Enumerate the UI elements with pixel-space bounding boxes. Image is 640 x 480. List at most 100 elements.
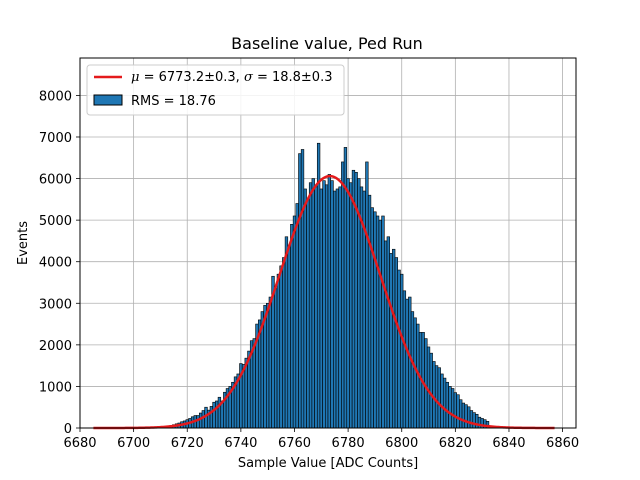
histogram-bar bbox=[327, 174, 331, 429]
histogram-bar bbox=[456, 394, 460, 429]
y-tick-label: 5000 bbox=[39, 214, 72, 229]
histogram-bar bbox=[196, 415, 200, 429]
legend-histogram-swatch bbox=[93, 94, 123, 106]
histogram-bar bbox=[432, 361, 436, 429]
gaussian-fit-line bbox=[93, 174, 555, 430]
histogram-bar bbox=[440, 373, 444, 429]
histogram-bar bbox=[397, 269, 401, 429]
histogram-bar bbox=[349, 182, 353, 429]
histogram-bar bbox=[292, 215, 297, 429]
histogram-bar bbox=[274, 288, 278, 429]
histogram-bar bbox=[475, 413, 479, 429]
histogram-bar bbox=[276, 273, 281, 429]
histogram-bar bbox=[464, 404, 468, 429]
y-tick-label: 7000 bbox=[39, 131, 72, 146]
histogram-bar bbox=[201, 410, 205, 429]
x-axis: 6680 6700 6720 6740 6760 6780 6800 6820 6840 6860 bbox=[63, 428, 579, 451]
histogram-bar bbox=[314, 186, 318, 429]
chart-title: Baseline value, Ped Run bbox=[231, 34, 423, 53]
y-axis-label: Events bbox=[16, 221, 31, 265]
histogram-bar bbox=[477, 416, 482, 429]
histogram-bar bbox=[316, 142, 321, 429]
y-tick-label: 8000 bbox=[39, 89, 72, 104]
histogram-bar bbox=[212, 401, 216, 429]
y-tick-label: 0 bbox=[64, 422, 72, 437]
legend: μ = 6773.2±0.3, σ = 18.8±0.3 RMS = 18.76 bbox=[86, 64, 345, 116]
histogram-bar bbox=[311, 178, 315, 429]
histogram-bar bbox=[378, 219, 382, 429]
histogram-bar bbox=[199, 412, 203, 429]
histogram-bar bbox=[215, 400, 219, 429]
histogram-bar bbox=[434, 365, 439, 429]
histogram-bar bbox=[402, 290, 407, 429]
x-tick-label: 6760 bbox=[278, 436, 311, 451]
x-tick-label: 6800 bbox=[385, 436, 418, 451]
x-tick-label: 6680 bbox=[63, 436, 96, 451]
histogram-bar bbox=[333, 190, 337, 429]
x-tick-label: 6740 bbox=[224, 436, 257, 451]
legend-fit-label: μ = 6773.2±0.3, σ = 18.8±0.3 bbox=[131, 70, 332, 85]
histogram-bar bbox=[319, 188, 323, 429]
histogram-bar bbox=[338, 186, 342, 429]
histogram-bar bbox=[300, 149, 305, 429]
y-axis: 0 1000 2000 3000 4000 5000 6000 7000 8000 bbox=[39, 89, 80, 437]
histogram-bar bbox=[346, 178, 350, 429]
plot-frame bbox=[79, 57, 577, 429]
histogram-bar bbox=[429, 352, 433, 429]
histogram-bar bbox=[341, 161, 345, 429]
histogram-bar bbox=[322, 180, 326, 429]
histogram-bar bbox=[413, 317, 417, 429]
x-tick-label: 6840 bbox=[492, 436, 525, 451]
legend-histogram-label: RMS = 18.76 bbox=[131, 94, 216, 109]
histogram-bar bbox=[384, 240, 388, 429]
histogram-bar bbox=[268, 296, 272, 429]
histogram-bar bbox=[389, 253, 393, 429]
histogram-bar bbox=[351, 169, 356, 429]
histogram-bar bbox=[279, 265, 283, 429]
histogram-bar bbox=[370, 207, 374, 429]
x-tick-label: 6700 bbox=[117, 436, 150, 451]
histogram-bar bbox=[373, 211, 377, 429]
histogram-bar bbox=[469, 410, 474, 429]
histogram-bar bbox=[303, 188, 307, 429]
histogram-bar bbox=[410, 311, 415, 429]
histogram-bar bbox=[367, 194, 372, 429]
histogram-bar bbox=[472, 412, 476, 429]
histogram-bar bbox=[392, 248, 396, 429]
histogram-bar bbox=[308, 182, 313, 429]
histogram-bar bbox=[252, 338, 256, 429]
histogram-bar bbox=[461, 402, 466, 429]
histogram-bar bbox=[448, 386, 452, 429]
histogram-bar bbox=[445, 381, 449, 429]
histogram-bar bbox=[282, 257, 286, 429]
histogram-bar bbox=[451, 388, 455, 429]
x-tick-label: 6860 bbox=[546, 436, 579, 451]
histogram-bar bbox=[381, 215, 385, 429]
legend-box bbox=[86, 64, 345, 116]
x-axis-label: Sample Value [ADC Counts] bbox=[238, 456, 418, 471]
histogram-bar bbox=[405, 298, 409, 429]
histogram-bar bbox=[330, 180, 334, 429]
histogram-bar bbox=[365, 161, 369, 429]
histogram-bar bbox=[386, 236, 390, 429]
y-tick-label: 2000 bbox=[39, 339, 72, 354]
histogram-bar bbox=[209, 406, 214, 429]
histogram-bar bbox=[453, 392, 457, 429]
x-tick-label: 6720 bbox=[171, 436, 204, 451]
y-tick-label: 6000 bbox=[39, 173, 72, 188]
histogram-bar bbox=[442, 377, 447, 429]
histogram-bar bbox=[459, 399, 463, 429]
histogram-bar bbox=[284, 236, 289, 429]
y-tick-label: 3000 bbox=[39, 297, 72, 312]
x-tick-label: 6820 bbox=[439, 436, 472, 451]
histogram-bar bbox=[298, 153, 302, 429]
histogram-bar bbox=[335, 188, 340, 429]
histogram-bar bbox=[217, 396, 222, 429]
histogram-bar bbox=[394, 257, 399, 429]
y-tick-label: 1000 bbox=[39, 380, 72, 395]
histogram-bar bbox=[306, 199, 310, 429]
histogram-bar bbox=[287, 244, 291, 429]
histogram-bar bbox=[325, 184, 329, 429]
histogram-bar bbox=[375, 215, 380, 429]
